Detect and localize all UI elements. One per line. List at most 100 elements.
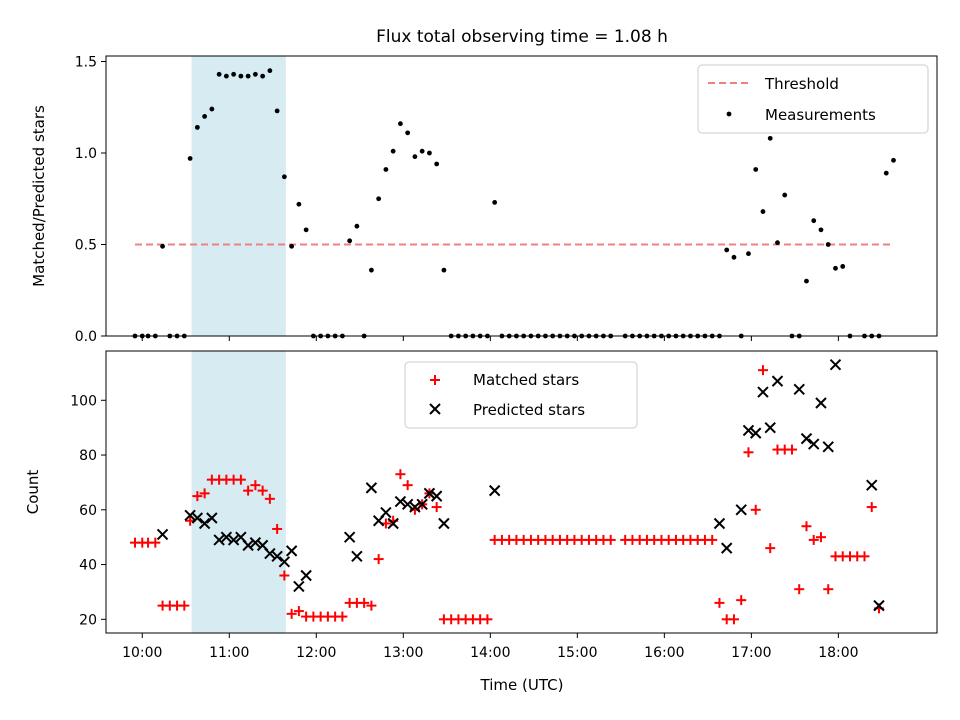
- measurement-point: [833, 265, 838, 271]
- matched-star-point: [808, 534, 819, 545]
- measurement-point: [223, 73, 229, 79]
- measurement-point: [267, 68, 273, 74]
- predicted-star-point: [721, 542, 733, 554]
- matched-star-point: [605, 534, 616, 545]
- measurement-point: [782, 192, 788, 198]
- measurement-point: [231, 71, 237, 77]
- measurement-point: [252, 71, 258, 77]
- predicted-star-point: [800, 432, 813, 445]
- chart-title: Flux total observing time = 1.08 h: [376, 27, 668, 47]
- matched-star-point: [366, 600, 377, 611]
- measurement-point: [216, 71, 222, 77]
- predicted-star-point: [757, 386, 769, 398]
- matched-star-point: [728, 614, 739, 625]
- count-plot-frame: [105, 350, 938, 634]
- predicted-star-point: [213, 534, 225, 546]
- measurement-point: [368, 267, 374, 273]
- predicted-star-point: [416, 498, 428, 511]
- matched-star-point: [286, 608, 297, 619]
- legend-predicted-label: Predicted stars: [473, 401, 585, 419]
- predicted-star-point: [764, 421, 776, 434]
- y-tick-label: 20: [79, 612, 97, 628]
- measurement-point: [289, 243, 295, 249]
- matched-star-point: [815, 532, 826, 543]
- predicted-star-point: [365, 482, 378, 494]
- predicted-star-point: [264, 547, 276, 560]
- predicted-star-point: [387, 517, 399, 530]
- measurement-point: [746, 251, 751, 257]
- matched-star-point: [482, 614, 493, 625]
- predicted-star-point: [293, 580, 305, 593]
- predicted-star-point: [271, 550, 283, 563]
- predicted-stars-points: [156, 358, 885, 612]
- predicted-star-point: [822, 441, 834, 453]
- predicted-star-point: [866, 479, 878, 491]
- measurement-point: [260, 73, 266, 79]
- predicted-star-point: [184, 509, 196, 521]
- measurement-point: [825, 242, 831, 247]
- y-tick-label: 60: [79, 503, 97, 519]
- predicted-star-point: [808, 438, 820, 450]
- y-tick-label: 0.0: [75, 329, 97, 345]
- measurement-point: [405, 130, 411, 136]
- matched-star-point: [786, 444, 797, 455]
- matched-star-point: [250, 480, 261, 491]
- matched-star-point: [750, 504, 761, 515]
- count-x-ticks: 10:00 11:00 12:00 13:00 14:00 15:00 16:00 17:00…: [122, 633, 859, 661]
- measurement-point: [434, 161, 440, 167]
- matched-star-point: [714, 597, 725, 608]
- matched-star-point: [801, 521, 812, 532]
- measurement-point: [419, 148, 425, 154]
- measurement-point: [767, 135, 773, 141]
- measurement-point: [891, 157, 896, 163]
- y-tick-label: 0.5: [75, 237, 97, 253]
- count-legend: Matched stars Predicted stars: [404, 361, 638, 429]
- predicted-star-point: [394, 495, 407, 508]
- predicted-star-point: [423, 487, 436, 500]
- ratio-y-ticks: 0.0 0.5 1.0 1.5: [75, 54, 106, 345]
- measurement-point: [347, 238, 353, 244]
- observing-span: [191, 351, 286, 633]
- y-tick-label: 1.5: [75, 54, 97, 70]
- legend-matched-swatch: [430, 375, 440, 385]
- measurement-point: [883, 170, 889, 176]
- ratio-legend-frame: [697, 64, 929, 134]
- matched-star-point: [293, 606, 304, 617]
- x-tick-label: 17:00: [731, 645, 771, 661]
- measurement-point: [383, 167, 389, 172]
- measurement-point: [245, 73, 251, 79]
- measurement-point: [160, 243, 165, 249]
- count-y-axis-label: Count: [24, 470, 42, 515]
- observing-span: [191, 56, 286, 336]
- predicted-star-point: [409, 501, 421, 513]
- ratio-plot-frame: [105, 55, 938, 337]
- matched-star-point: [150, 537, 161, 548]
- measurement-point: [281, 174, 287, 180]
- measurement-point: [412, 154, 418, 160]
- legend-measurements-label: Measurements: [765, 106, 876, 124]
- predicted-star-point: [430, 490, 443, 502]
- measurement-point: [811, 218, 817, 224]
- predicted-star-point: [380, 506, 392, 519]
- measurement-point: [303, 227, 309, 233]
- predicted-star-point: [815, 397, 827, 409]
- observing-span-band: [191, 351, 286, 633]
- predicted-star-point: [242, 539, 254, 552]
- y-tick-label: 40: [79, 558, 97, 574]
- legend-matched-label: Matched stars: [473, 371, 579, 389]
- x-tick-label: 13:00: [383, 645, 423, 661]
- measurement-point: [427, 150, 432, 156]
- matched-star-point: [359, 597, 370, 608]
- matched-star-point: [235, 474, 246, 485]
- matched-star-point: [402, 480, 413, 491]
- matched-star-point: [279, 570, 290, 581]
- measurement-point: [354, 223, 360, 229]
- matched-star-point: [199, 488, 210, 499]
- predicted-star-point: [488, 484, 501, 497]
- predicted-star-point: [206, 512, 218, 524]
- predicted-star-point: [198, 517, 211, 530]
- legend-threshold-label: Threshold: [764, 75, 839, 93]
- matched-star-point: [337, 611, 348, 622]
- predicted-star-point: [249, 536, 262, 549]
- x-tick-label: 14:00: [470, 645, 510, 661]
